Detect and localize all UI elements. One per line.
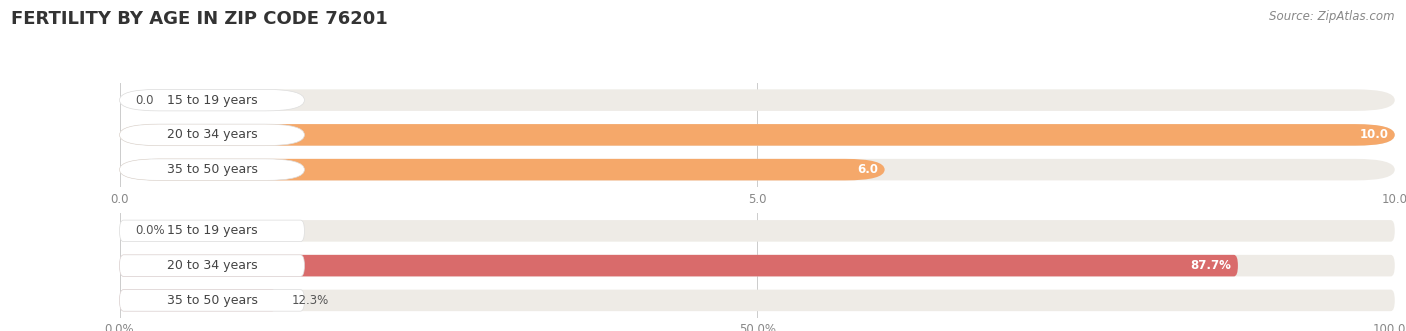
Text: 6.0: 6.0 [858, 163, 879, 176]
FancyBboxPatch shape [120, 290, 1395, 311]
FancyBboxPatch shape [120, 124, 1395, 146]
FancyBboxPatch shape [120, 290, 305, 311]
Text: 12.3%: 12.3% [291, 294, 329, 307]
Text: 15 to 19 years: 15 to 19 years [167, 224, 257, 237]
Text: 35 to 50 years: 35 to 50 years [166, 294, 257, 307]
Text: 0.0: 0.0 [135, 94, 153, 107]
FancyBboxPatch shape [120, 89, 305, 111]
Text: 87.7%: 87.7% [1191, 259, 1232, 272]
Text: 15 to 19 years: 15 to 19 years [167, 94, 257, 107]
Text: FERTILITY BY AGE IN ZIP CODE 76201: FERTILITY BY AGE IN ZIP CODE 76201 [11, 10, 388, 28]
FancyBboxPatch shape [120, 124, 1395, 146]
FancyBboxPatch shape [120, 89, 1395, 111]
Text: Source: ZipAtlas.com: Source: ZipAtlas.com [1270, 10, 1395, 23]
Text: 20 to 34 years: 20 to 34 years [167, 259, 257, 272]
Text: 0.0%: 0.0% [135, 224, 165, 237]
Text: 10.0: 10.0 [1360, 128, 1388, 141]
Text: 20 to 34 years: 20 to 34 years [167, 128, 257, 141]
FancyBboxPatch shape [120, 124, 305, 146]
FancyBboxPatch shape [120, 159, 884, 180]
FancyBboxPatch shape [120, 255, 1237, 276]
Text: 35 to 50 years: 35 to 50 years [166, 163, 257, 176]
FancyBboxPatch shape [120, 255, 1395, 276]
FancyBboxPatch shape [120, 159, 305, 180]
FancyBboxPatch shape [120, 255, 305, 276]
FancyBboxPatch shape [120, 159, 1395, 180]
FancyBboxPatch shape [120, 220, 305, 242]
FancyBboxPatch shape [120, 220, 1395, 242]
FancyBboxPatch shape [120, 290, 277, 311]
